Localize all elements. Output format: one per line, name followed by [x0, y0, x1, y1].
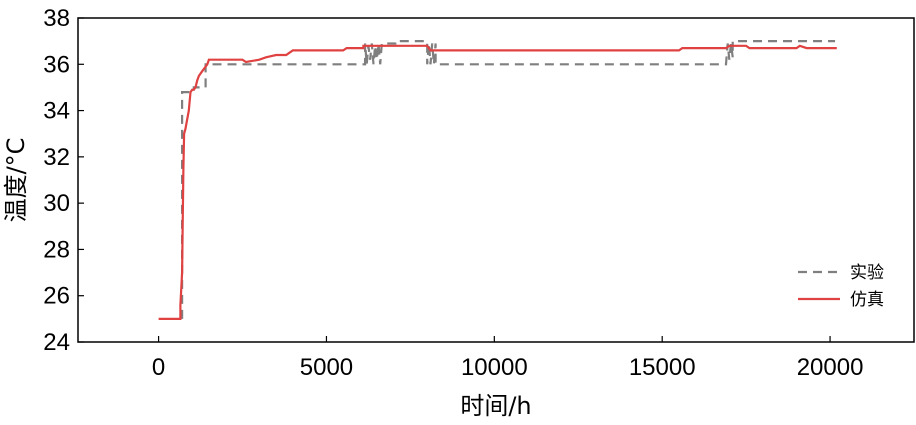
y-tick-label: 36 [43, 51, 70, 78]
y-tick-label: 30 [43, 190, 70, 217]
y-tick-label: 38 [43, 5, 70, 32]
x-tick-label: 10000 [461, 354, 528, 381]
plot-frame [77, 17, 915, 343]
y-tick-label: 24 [43, 329, 70, 356]
x-tick-label: 5000 [300, 354, 353, 381]
series-line-2 [158, 44, 837, 320]
legend-label-2: 仿真 [850, 290, 884, 310]
y-tick-label: 32 [43, 144, 70, 171]
x-tick-label: 0 [152, 354, 165, 381]
x-tick-label: 20000 [797, 354, 864, 381]
series-line-1 [181, 40, 836, 319]
y-tick-label: 26 [43, 283, 70, 310]
legend-label-1: 实验 [850, 263, 884, 283]
y-axis-title: 温度/°C [2, 138, 30, 223]
y-tick-label: 28 [43, 236, 70, 263]
y-tick-label: 34 [43, 98, 70, 125]
x-axis-title: 时间/h [460, 392, 531, 420]
x-tick-label: 15000 [629, 354, 696, 381]
